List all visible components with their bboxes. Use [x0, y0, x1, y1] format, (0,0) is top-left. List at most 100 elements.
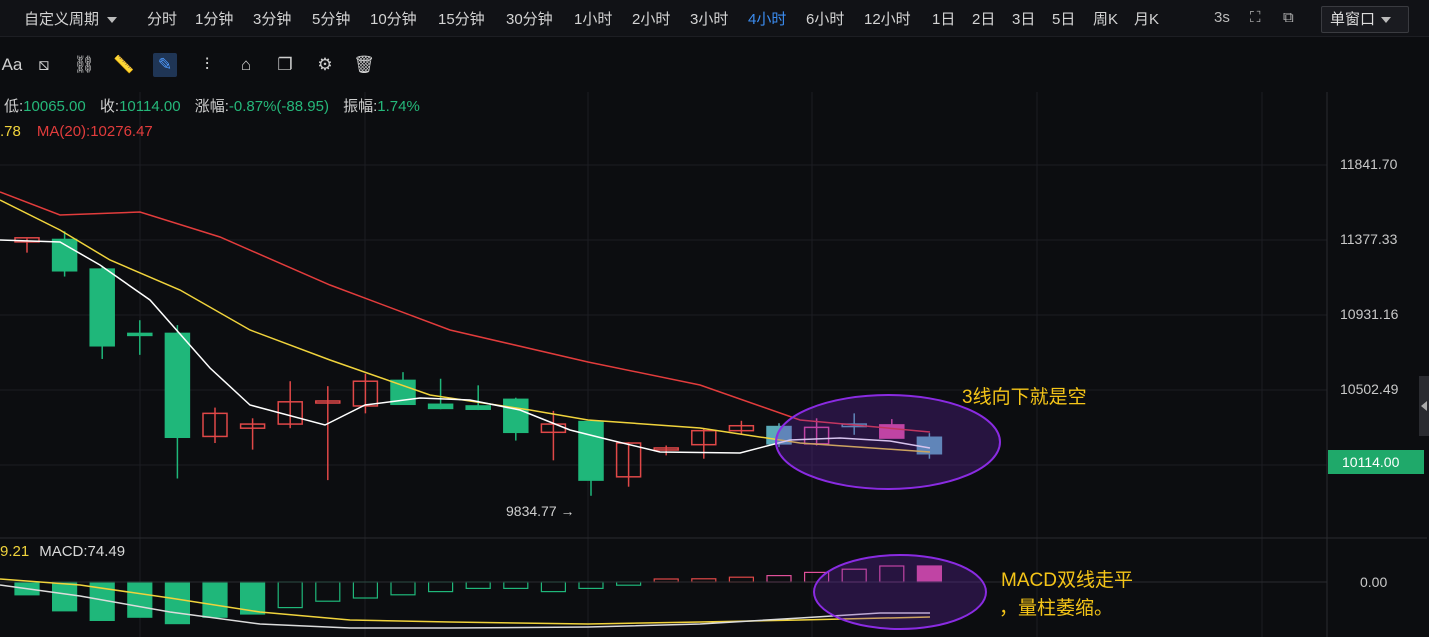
amplitude-value: 1.74% — [377, 98, 420, 115]
custom-period-dropdown[interactable]: 自定义周期 — [24, 8, 118, 29]
candle-body — [653, 447, 679, 451]
ma-short-line — [0, 239, 931, 454]
macd-partial-value: 9.21 — [0, 543, 30, 560]
candle-body — [390, 379, 416, 406]
low-value: 10065.00 — [23, 98, 86, 115]
timeframe-30分钟[interactable]: 30分钟 — [506, 11, 553, 28]
candle-body — [202, 412, 228, 438]
candle-body — [503, 398, 529, 434]
macd-histogram-bar — [728, 576, 755, 583]
candles-icon[interactable]: ⫶ — [204, 55, 210, 74]
timeframe-3小时[interactable]: 3小时 — [690, 11, 729, 28]
settings-icon[interactable]: ⚙ — [317, 55, 333, 74]
timeframe-10分钟[interactable]: 10分钟 — [370, 11, 417, 28]
timeframe-15分钟[interactable]: 15分钟 — [438, 11, 485, 28]
price-tick: 10502.49 — [1340, 381, 1399, 397]
annotation-macd-line2: ，量柱萎缩。 — [999, 598, 1114, 619]
macd-histogram-bar — [202, 581, 228, 618]
candle-body — [89, 268, 115, 347]
timeframe-3分钟[interactable]: 3分钟 — [253, 11, 292, 28]
copy-icon[interactable]: ❐ — [277, 55, 293, 74]
macd-histogram-bar — [277, 581, 303, 609]
macd-info: 9.21 MACD:74.49 — [0, 543, 125, 560]
timeframe-分时[interactable]: 分时 — [147, 11, 178, 28]
timeframe-3日[interactable]: 3日 — [1012, 11, 1036, 28]
annotation-macd: MACD双线走平 ，量柱萎缩。 — [999, 567, 1133, 623]
ohlc-info: 低:10065.00 收:10114.00 涨幅:-0.87%(-88.95) … — [4, 95, 420, 116]
timeframe-1分钟[interactable]: 1分钟 — [195, 11, 234, 28]
pattern-tool-icon[interactable]: ⛓ — [73, 55, 95, 74]
candle-body — [239, 423, 266, 429]
drawing-toolbar: Aa ⧅ ⛓ 📏 ✎ ⫶ ⌂ ❐ ⚙ 🗑 — [0, 37, 1429, 91]
popout-icon[interactable]: ⧉ — [1283, 9, 1294, 26]
close-label: 收: — [99, 98, 120, 115]
macd-histogram-bar — [390, 581, 416, 596]
macd-histogram-bar — [51, 581, 78, 612]
timeframe-5日[interactable]: 5日 — [1052, 11, 1076, 28]
price-tick: 10931.16 — [1340, 306, 1399, 322]
macd-histogram-bar — [428, 581, 454, 593]
change-value: -0.87%(-88.95) — [228, 98, 329, 115]
ma-info: .78 MA(20):10276.47 — [0, 123, 153, 140]
highlight-ellipse-macd — [813, 554, 987, 630]
macd-histogram-bar — [127, 581, 153, 618]
period-toolbar: 自定义周期 分时 1分钟 3分钟 5分钟 10分钟 15分钟 30分钟 1小时 2小时 3小时 4小… — [0, 0, 1429, 37]
chevron-down-icon — [107, 17, 118, 24]
window-mode-label: 单窗口 — [1330, 11, 1376, 28]
ma-long-line — [0, 191, 931, 433]
candle-body — [315, 400, 341, 404]
highlight-ellipse-price — [775, 394, 1001, 490]
price-tick: 11377.33 — [1340, 231, 1398, 247]
timeframe-2小时[interactable]: 2小时 — [632, 11, 671, 28]
macd-value: MACD:74.49 — [39, 543, 126, 560]
candle-body — [352, 380, 379, 407]
candle-body — [615, 442, 642, 478]
ma-mid-line — [0, 199, 931, 453]
window-mode-dropdown[interactable]: 单窗口 — [1321, 6, 1409, 33]
timeframe-1日[interactable]: 1日 — [932, 11, 956, 28]
custom-period-label: 自定义周期 — [24, 11, 100, 28]
last-price-badge: 10114.00 — [1328, 450, 1424, 474]
fib-tool-icon[interactable]: ⧅ — [38, 55, 50, 74]
timeframe-6小时[interactable]: 6小时 — [806, 11, 845, 28]
dif-line — [0, 584, 930, 629]
timeframe-12小时[interactable]: 12小时 — [864, 11, 911, 28]
ma-partial-value: .78 — [0, 123, 21, 140]
candle-body — [164, 332, 191, 439]
low-price-marker: 9834.77 → — [506, 503, 575, 519]
text-icon[interactable]: Aa — [1, 55, 23, 74]
timeframe-2日[interactable]: 2日 — [972, 11, 996, 28]
macd-histogram-bar — [465, 581, 491, 590]
timeframe-1小时[interactable]: 1小时 — [574, 11, 613, 28]
macd-histogram-bar — [766, 574, 792, 583]
candle-body — [127, 332, 153, 337]
price-tick: 11841.70 — [1340, 156, 1398, 172]
candle-body — [578, 420, 604, 481]
candle-body — [691, 429, 717, 446]
fullscreen-icon[interactable]: ⛶ — [1250, 9, 1261, 26]
low-label: 低: — [4, 98, 24, 115]
timeframe-4小时[interactable]: 4小时 — [748, 11, 787, 28]
axis-scroll-handle[interactable] — [1419, 376, 1429, 436]
candle-body — [465, 405, 491, 410]
close-value: 10114.00 — [119, 98, 181, 115]
trash-icon[interactable]: 🗑 — [353, 55, 375, 74]
candle-body — [728, 424, 755, 432]
candle-body — [841, 423, 867, 428]
lock-icon[interactable]: ⌂ — [240, 55, 252, 74]
macd-histogram-bar — [164, 581, 190, 625]
timeframe-5分钟[interactable]: 5分钟 — [312, 11, 351, 28]
macd-histogram-bar — [503, 581, 529, 590]
brush-icon[interactable]: ✎ — [153, 53, 177, 77]
macd-histogram-bar — [540, 581, 567, 593]
amplitude-label: 振幅: — [343, 98, 378, 115]
macd-histogram-bar — [315, 581, 341, 602]
timeframe-月K[interactable]: 月K — [1134, 11, 1160, 28]
ruler-icon[interactable]: 📏 — [113, 55, 135, 74]
macd-zero-tick: 0.00 — [1360, 574, 1388, 590]
chevron-down-icon — [1381, 17, 1392, 24]
refresh-interval[interactable]: 3s — [1214, 9, 1230, 26]
timeframe-周K[interactable]: 周K — [1093, 11, 1119, 28]
candle-body — [427, 403, 454, 410]
